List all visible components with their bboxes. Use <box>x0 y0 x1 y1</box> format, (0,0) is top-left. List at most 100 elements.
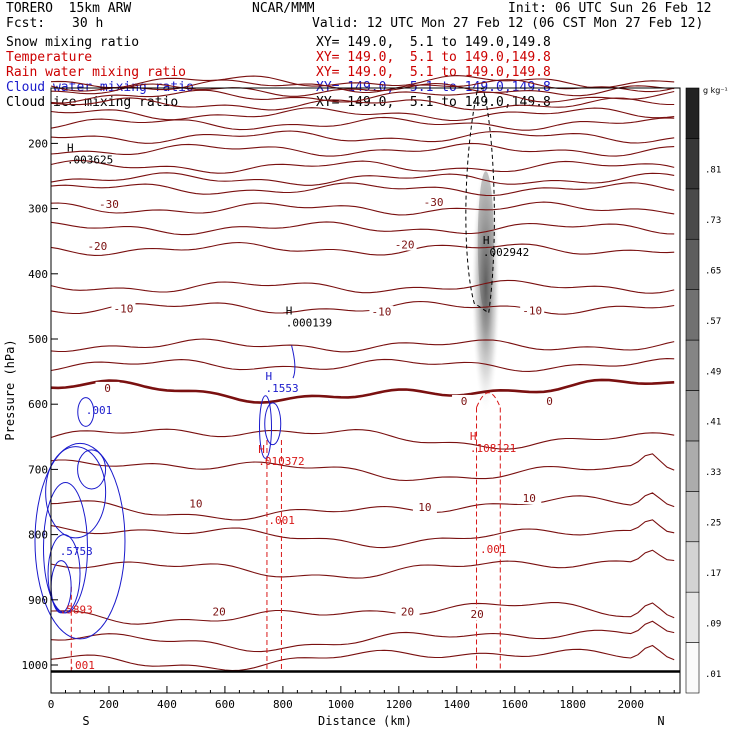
cloud-water-contour <box>264 402 282 446</box>
ice-contour-layer <box>291 87 495 379</box>
colorbar-tick-label: .65 <box>705 266 721 276</box>
x-tick-label: 1400 <box>444 698 471 711</box>
y-tick-label: 700 <box>28 463 48 476</box>
colorbar-tick-label: .17 <box>705 569 721 579</box>
isotherm-line <box>50 182 675 197</box>
colorbar-tick-label: .41 <box>705 418 721 428</box>
rain-max-H: H <box>470 430 477 443</box>
colorbar-tick-label: .01 <box>705 670 721 680</box>
cloud-water-max-value: .1553 <box>265 382 298 395</box>
x-tick-label: 2000 <box>617 698 644 711</box>
temp-label-bg <box>96 198 121 211</box>
rain-max-value: .5893 <box>60 604 93 617</box>
cloud-water-contour <box>258 395 272 459</box>
colorbar-tick-label: .09 <box>705 619 721 629</box>
cloud-water-contour-layer <box>34 395 282 640</box>
field-xy-temperature: XY= 149.0, 5.1 to 149.0,149.8 <box>316 50 551 65</box>
temp-label: -10 <box>522 304 542 317</box>
x-axis-title: Distance (km) <box>318 714 412 728</box>
field-label-snow: Snow mixing ratio <box>6 35 140 50</box>
colorbar-segment <box>685 289 700 341</box>
temp-label-bg <box>421 196 446 209</box>
x-tick-label: 1800 <box>560 698 587 711</box>
isotherm-line <box>50 201 675 216</box>
temp-label-bg <box>85 239 110 252</box>
cloud-water-contour <box>34 442 126 640</box>
fcst-label: Fcst: <box>6 16 46 31</box>
isotherm-0C <box>50 378 675 404</box>
isotherm-line <box>50 492 675 521</box>
x-tick-label: 800 <box>273 698 293 711</box>
fcst-value: 30 h <box>72 16 104 31</box>
temp-label-bg <box>520 304 545 317</box>
x-tick-label: 600 <box>215 698 235 711</box>
temp-label: -30 <box>424 196 444 209</box>
isotherm-line <box>50 172 675 186</box>
ice-contour-column <box>465 87 495 314</box>
temp-label-bg <box>207 605 232 618</box>
isotherm-line <box>50 142 675 157</box>
isotherm-line <box>50 89 675 104</box>
colorbar-segment <box>685 87 700 139</box>
temp-label-bg <box>369 305 394 318</box>
temp-label-bg <box>95 381 120 394</box>
snow-max-value: .002942 <box>483 246 529 259</box>
temp-label: -20 <box>87 240 107 253</box>
rain-max-value: .010372 <box>258 455 304 468</box>
rain-contour-layer <box>70 392 501 672</box>
right-endpoint-label: N <box>657 714 664 728</box>
temp-label: -10 <box>372 306 392 319</box>
isotherm-line <box>50 338 675 353</box>
ice-contour-small <box>291 345 296 379</box>
center-title: NCAR/MMM <box>252 1 315 16</box>
isotherm-line <box>50 221 675 236</box>
colorbar-tick-label: .25 <box>705 519 721 529</box>
cloud-water-max-H: H <box>265 370 272 383</box>
y-tick-label: 300 <box>28 203 48 216</box>
temp-label-bg <box>395 605 420 618</box>
temp-label-bg <box>452 394 477 407</box>
cloud-water-contour <box>47 534 81 614</box>
rain-max-value: .001 <box>68 659 95 672</box>
temp-label: 0 <box>461 395 468 408</box>
snow-shading-core <box>477 171 494 312</box>
colorbar-segment <box>685 188 700 240</box>
field-label-temperature: Temperature <box>6 50 93 65</box>
ice-max-H: H <box>286 305 293 318</box>
colorbar-units: g kg⁻¹ <box>703 86 728 95</box>
isotherm-line <box>50 159 675 174</box>
colorbar-tick-label: .49 <box>705 367 721 377</box>
isotherm-line <box>50 79 675 94</box>
x-tick-label: 0 <box>48 698 55 711</box>
temp-label: -10 <box>114 302 134 315</box>
x-tick-label: 1200 <box>386 698 413 711</box>
field-label-rain: Rain water mixing ratio <box>6 65 187 80</box>
y-tick-label: 900 <box>28 594 48 607</box>
x-tick-label: 1600 <box>502 698 529 711</box>
colorbar-segment <box>685 541 700 593</box>
colorbar-layer: .01 .09 .17 .25 .33 .41 .49 .57 .65 .73 .81 g kg⁻¹ <box>685 86 728 694</box>
cloud-water-max-value: .001 <box>86 404 113 417</box>
x-tick-label: 400 <box>157 698 177 711</box>
temp-label-bg <box>517 492 542 505</box>
cloud-water-contour <box>45 446 107 539</box>
init-time: Init: 06 UTC Sun 26 Feb 12 <box>508 1 712 16</box>
left-endpoint-label: S <box>82 714 89 728</box>
ice-max-value: .003625 <box>67 154 113 167</box>
temp-label-bg <box>465 608 490 621</box>
isotherm-line <box>50 75 675 89</box>
colorbar-tick-label: .57 <box>705 317 721 327</box>
isotherm-line <box>50 300 675 315</box>
colorbar-segment <box>685 491 700 543</box>
temp-label: 20 <box>401 606 414 619</box>
isotherm-line <box>50 644 675 672</box>
temp-label: 10 <box>189 497 202 510</box>
temp-label: 20 <box>212 606 225 619</box>
rain-max-value: .001 <box>480 543 507 556</box>
snow-shading-layer <box>471 162 500 411</box>
temp-label-bg <box>412 501 437 514</box>
temp-label-bg <box>537 394 562 407</box>
temperature-contour-layer <box>50 75 675 672</box>
temp-label: 10 <box>418 501 431 514</box>
